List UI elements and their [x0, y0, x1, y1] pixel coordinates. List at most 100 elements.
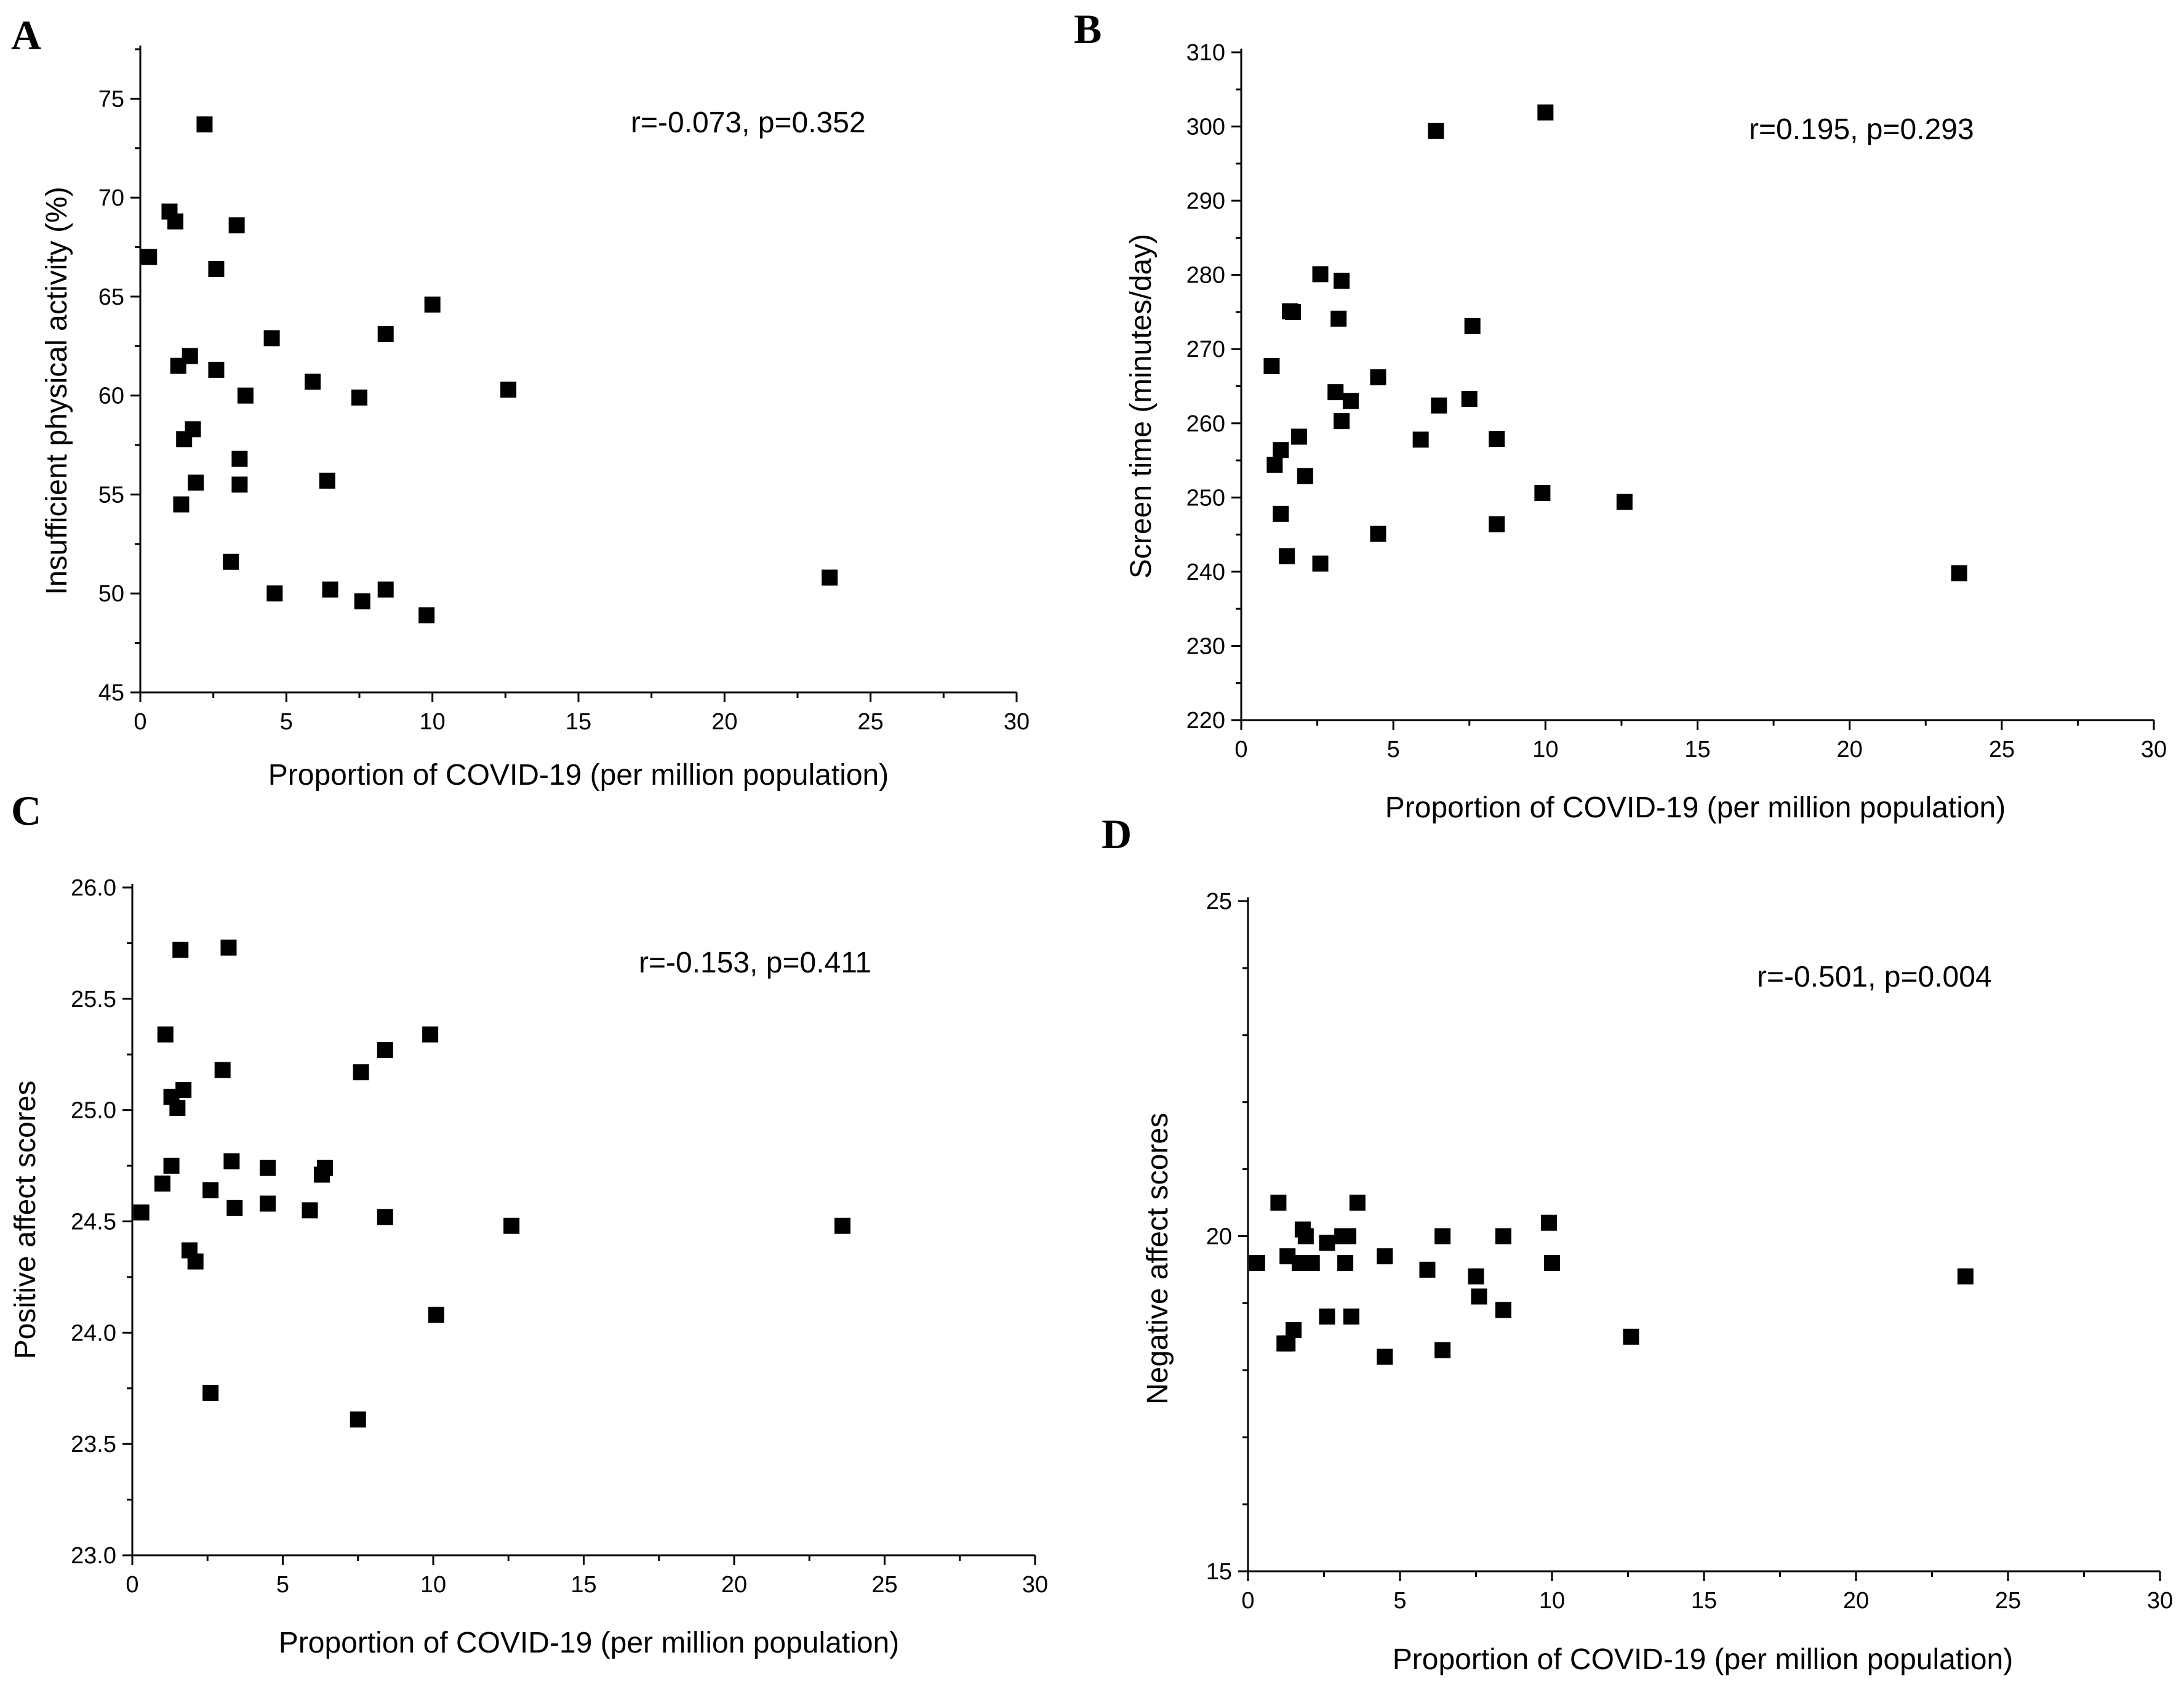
- x-tick-label: 5: [276, 1572, 289, 1598]
- data-point: [1951, 565, 1967, 582]
- data-point: [1330, 310, 1347, 327]
- data-point: [1266, 457, 1283, 473]
- x-axis-title: Proportion of COVID-19 (per million popu…: [1393, 1643, 2013, 1676]
- data-point: [350, 1411, 366, 1428]
- data-point: [422, 1026, 439, 1043]
- data-point: [500, 382, 517, 398]
- x-tick-label: 30: [2141, 737, 2167, 763]
- data-point: [263, 330, 280, 347]
- x-tick-label: 5: [1387, 737, 1400, 763]
- data-point: [319, 472, 335, 489]
- x-axis-title: Proportion of COVID-19 (per million popu…: [279, 1627, 899, 1659]
- data-point: [1327, 384, 1344, 401]
- x-tick-label: 25: [1995, 1588, 2021, 1614]
- data-point: [228, 217, 245, 234]
- data-point: [1273, 505, 1289, 522]
- x-tick-label: 0: [1241, 1588, 1254, 1614]
- x-tick-label: 20: [721, 1572, 747, 1598]
- data-point: [1297, 468, 1313, 484]
- data-point: [1495, 1228, 1511, 1244]
- data-point: [1286, 1321, 1302, 1338]
- data-point: [305, 374, 321, 390]
- y-tick-label: 70: [98, 185, 124, 211]
- panel-letter-c: C: [11, 787, 41, 834]
- data-point: [322, 581, 338, 598]
- correlation-annotation: r=-0.073, p=0.352: [631, 106, 866, 139]
- y-axis-title: Insufficient physical activity (%): [41, 186, 73, 595]
- x-tick-label: 10: [420, 709, 446, 735]
- x-tick-label: 5: [1393, 1588, 1406, 1614]
- data-point: [1343, 1308, 1359, 1325]
- data-point: [1489, 431, 1505, 447]
- x-tick-label: 30: [1004, 709, 1030, 735]
- data-point: [231, 476, 248, 493]
- data-point: [1412, 431, 1429, 448]
- data-point: [141, 249, 158, 265]
- data-point: [223, 1153, 240, 1169]
- x-tick-label: 0: [126, 1572, 138, 1598]
- data-point: [353, 1064, 369, 1081]
- data-point: [214, 1062, 231, 1078]
- data-point: [1461, 390, 1478, 407]
- data-point: [1623, 1328, 1639, 1345]
- data-point: [237, 387, 254, 404]
- y-tick-label: 26.0: [71, 875, 116, 901]
- data-point: [1312, 555, 1329, 572]
- data-point: [1312, 266, 1329, 283]
- y-axis-title: Negative affect scores: [1142, 1113, 1174, 1404]
- y-tick-label: 20: [1206, 1224, 1232, 1250]
- data-point: [377, 1042, 393, 1059]
- data-point: [1285, 303, 1302, 320]
- data-point: [157, 1026, 174, 1043]
- data-point: [1290, 428, 1307, 445]
- data-point: [223, 553, 239, 570]
- y-tick-label: 260: [1186, 411, 1225, 437]
- x-tick-label: 15: [1684, 737, 1710, 763]
- data-point: [377, 326, 394, 343]
- data-point: [208, 260, 225, 277]
- y-tick-label: 310: [1186, 40, 1225, 66]
- y-tick-label: 55: [98, 482, 124, 508]
- y-axis-title: Positive affect scores: [9, 1081, 42, 1360]
- data-point: [1464, 318, 1481, 334]
- x-axis-title: Proportion of COVID-19 (per million popu…: [268, 759, 889, 791]
- x-tick-label: 0: [1234, 737, 1247, 763]
- data-point: [1334, 273, 1350, 289]
- data-point: [172, 942, 189, 958]
- data-point: [133, 1204, 150, 1221]
- data-point: [1434, 1228, 1451, 1244]
- x-tick-label: 25: [871, 1572, 897, 1598]
- panel-letter-d: D: [1102, 811, 1132, 857]
- data-point: [220, 939, 237, 956]
- data-point: [1377, 1248, 1393, 1265]
- data-point: [1537, 104, 1554, 121]
- y-tick-label: 15: [1206, 1559, 1232, 1585]
- panel-letter-a: A: [11, 12, 41, 58]
- data-point: [187, 1253, 204, 1270]
- x-tick-label: 0: [134, 709, 146, 735]
- y-tick-label: 24.0: [71, 1320, 116, 1346]
- y-tick-label: 23.5: [71, 1432, 116, 1457]
- data-point: [1370, 526, 1386, 542]
- panel-c: C r=-0.153, p=0.411 Proportion of COVID-…: [9, 787, 1048, 1659]
- y-tick-label: 230: [1186, 633, 1225, 659]
- x-tick-label: 20: [1837, 737, 1863, 763]
- data-point: [231, 451, 248, 467]
- x-axis-title: Proportion of COVID-19 (per million popu…: [1385, 791, 2006, 824]
- data-point: [418, 607, 435, 623]
- y-tick-label: 65: [98, 284, 124, 310]
- data-point: [185, 421, 201, 438]
- data-point: [1297, 1228, 1314, 1244]
- x-tick-label: 30: [1022, 1572, 1048, 1598]
- y-tick-label: 250: [1186, 485, 1225, 511]
- data-point: [1489, 516, 1505, 532]
- data-point: [834, 1217, 851, 1234]
- data-point: [202, 1384, 219, 1401]
- data-point: [1279, 548, 1295, 564]
- data-point: [1434, 1342, 1451, 1358]
- y-tick-label: 60: [98, 383, 124, 409]
- x-tick-label: 10: [1532, 737, 1558, 763]
- data-point: [266, 585, 283, 602]
- panel-d: D r=-0.501, p=0.004 Proportion of COVID-…: [1102, 811, 2173, 1676]
